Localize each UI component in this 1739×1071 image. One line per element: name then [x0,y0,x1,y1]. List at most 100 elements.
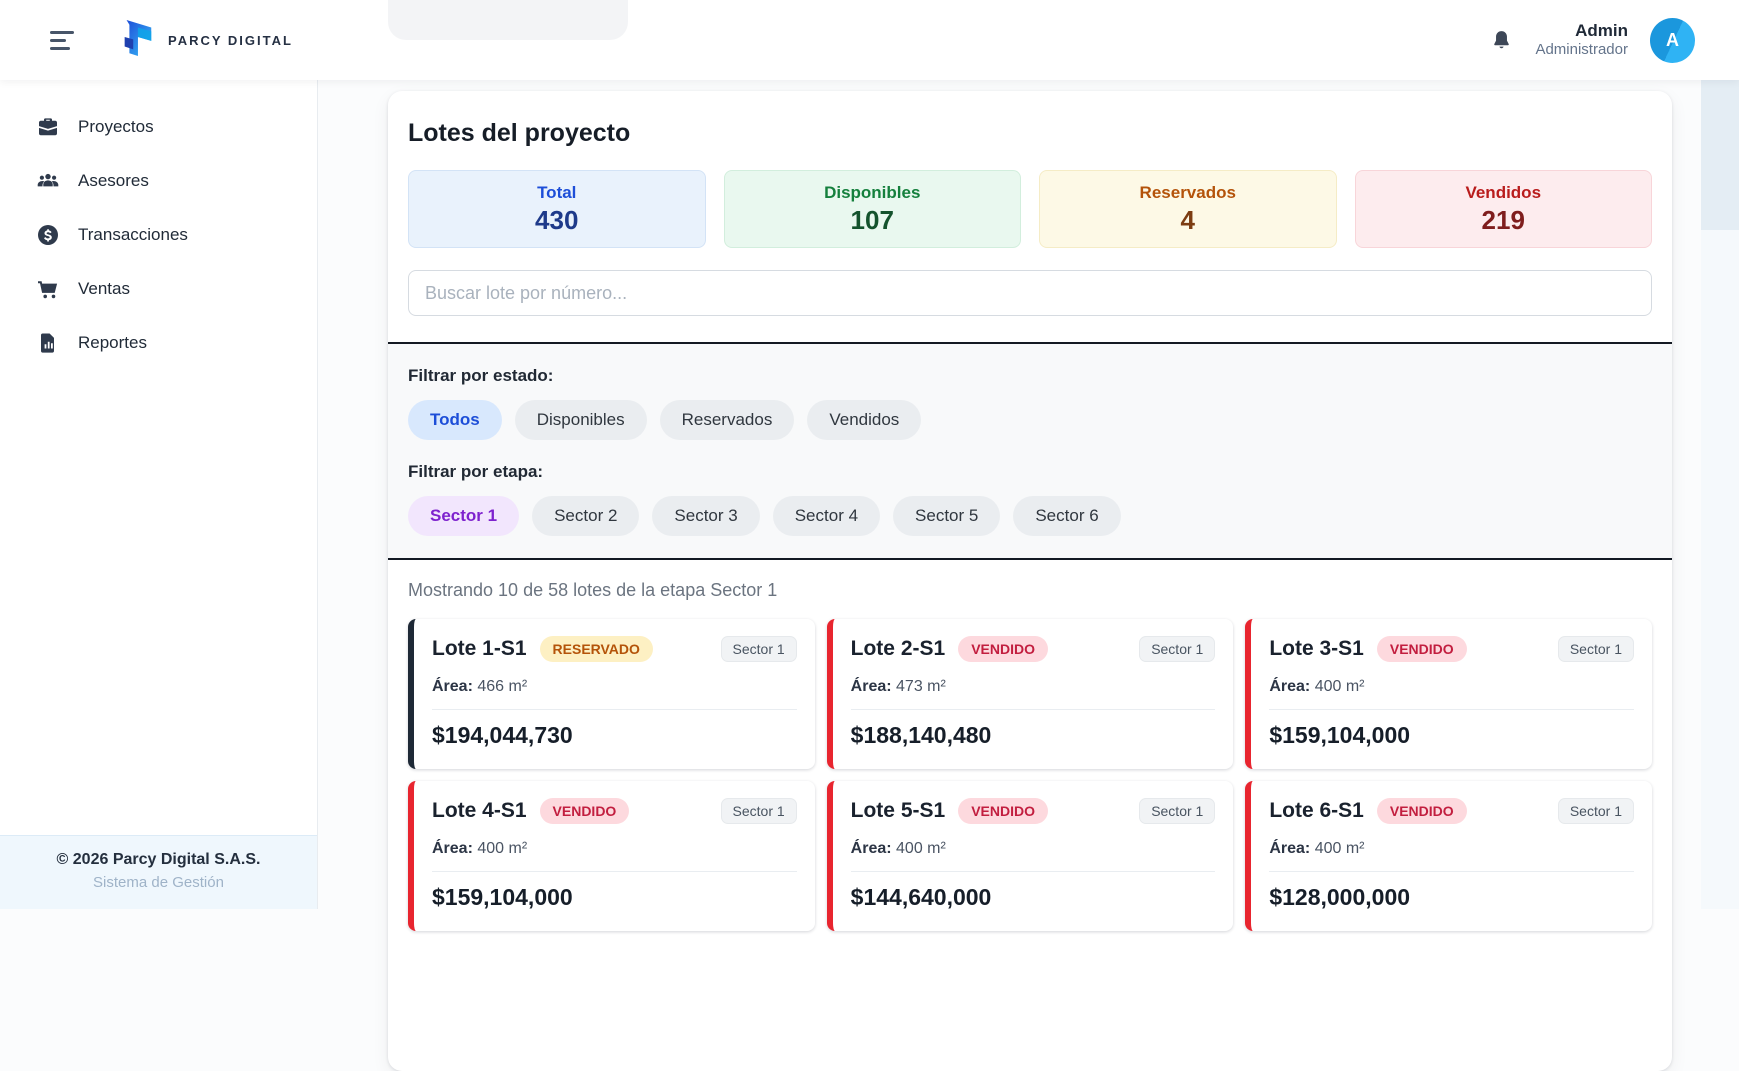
user-role: Administrador [1535,41,1628,59]
etapa-filter-sector-1[interactable]: Sector 1 [408,496,520,536]
lot-name: Lote 5-S1 [850,799,946,822]
sidebar-footer: © 2026 Parcy Digital S.A.S. Sistema de G… [0,835,317,909]
lot-status-badge: VENDIDO [1376,636,1467,662]
user-info: Admin Administrador [1535,20,1628,60]
lot-price: $159,104,000 [432,884,573,910]
lot-sector-badge: Sector 1 [1557,798,1634,824]
parcy-logo-icon [118,17,156,64]
copyright-text: © 2026 Parcy Digital S.A.S. [56,851,261,868]
lot-divider [1269,709,1634,710]
lot-price: $128,000,000 [1269,884,1411,910]
lot-sector-badge: Sector 1 [1139,636,1216,662]
lot-name: Lote 6-S1 [1269,799,1364,822]
lot-status-badge: RESERVADO [539,636,653,662]
sidebar-item-asesores[interactable]: Asesores [0,154,317,208]
sidebar-item-label: Proyectos [78,117,154,136]
stat-value: 4 [1180,204,1195,235]
estado-filter-todos[interactable]: Todos [408,400,502,440]
lot-area: Área: 466 m² [432,678,528,695]
estado-filter-group: Todos Disponibles Reservados Vendidos [408,400,1652,440]
estado-filter-reservados[interactable]: Reservados [659,400,795,440]
cart-icon [36,277,60,301]
lot-status-badge: VENDIDO [1376,798,1467,824]
system-subtitle: Sistema de Gestión [93,874,224,891]
estado-filter-label: Filtrar por estado: [408,366,554,385]
lot-area: Área: 400 m² [850,840,946,857]
etapa-filter-sector-4[interactable]: Sector 4 [772,496,881,536]
sidebar-item-ventas[interactable]: Ventas [0,262,317,316]
briefcase-icon [36,115,60,139]
stat-card-total: Total 430 [408,170,706,248]
brand-logo[interactable]: PARCY DIGITAL [118,17,293,64]
stats-row: Total 430 Disponibles 107 Reservados 4 Vendido… [408,170,1652,248]
lot-card[interactable]: Lote 1-S1 RESERVADO Sector 1 Área: 466 m² $1… [408,619,815,769]
etapa-filter-sector-6[interactable]: Sector 6 [1013,496,1121,536]
lot-price: $144,640,000 [850,884,992,910]
estado-filter-disponibles[interactable]: Disponibles [514,400,647,440]
stat-label: Reservados [1139,182,1236,202]
lot-divider [432,871,797,872]
page-title: Lotes del proyecto [408,119,631,147]
sidebar-item-label: Asesores [78,171,149,190]
stat-card-reservados: Reservados 4 [1039,170,1337,248]
lot-card[interactable]: Lote 4-S1 VENDIDO Sector 1 Área: 400 m² $159… [408,781,815,931]
lot-status-badge: VENDIDO [958,798,1048,824]
scrollbar-thumb[interactable] [1701,80,1739,230]
lot-area: Área: 400 m² [1269,678,1365,695]
notification-bell-icon[interactable] [1490,29,1513,52]
stat-label: Vendidos [1465,182,1542,202]
stat-label: Disponibles [824,182,921,202]
lot-divider [850,709,1216,710]
lot-name: Lote 4-S1 [432,799,527,822]
lot-price: $159,104,000 [1269,722,1411,748]
estado-filter-vendidos[interactable]: Vendidos [807,400,922,440]
lot-sector-badge: Sector 1 [1139,798,1216,824]
dollar-icon [36,223,60,247]
stat-value: 107 [850,204,894,235]
lots-grid: Lote 1-S1 RESERVADO Sector 1 Área: 466 m² $1… [408,619,1652,931]
lot-status-badge: VENDIDO [539,798,630,824]
etapa-filter-sector-2[interactable]: Sector 2 [532,496,640,536]
etapa-filter-sector-5[interactable]: Sector 5 [893,496,1001,536]
etapa-filter-label: Filtrar por etapa: [408,462,544,481]
lots-panel: Lotes del proyecto Total 430 Disponibles 10… [388,91,1672,1071]
lot-status-badge: VENDIDO [958,636,1048,662]
lot-sector-badge: Sector 1 [720,636,797,662]
lot-card[interactable]: Lote 2-S1 VENDIDO Sector 1 Área: 473 m² $188… [826,619,1234,769]
report-icon [36,331,60,355]
lot-sector-badge: Sector 1 [720,798,797,824]
lot-card[interactable]: Lote 5-S1 VENDIDO Sector 1 Área: 400 m² $144… [826,781,1234,931]
sidebar-item-reportes[interactable]: Reportes [0,316,317,370]
sidebar-item-transacciones[interactable]: Transacciones [0,208,317,262]
lot-name: Lote 3-S1 [1269,637,1364,660]
lot-card[interactable]: Lote 6-S1 VENDIDO Sector 1 Área: 400 m² $128… [1245,781,1652,931]
menu-toggle-icon[interactable] [50,30,76,50]
lot-card[interactable]: Lote 3-S1 VENDIDO Sector 1 Área: 400 m² $159… [1245,619,1652,769]
brand-name: PARCY DIGITAL [168,32,293,48]
stat-value: 219 [1481,204,1525,235]
lot-area: Área: 400 m² [432,840,528,857]
sidebar-item-proyectos[interactable]: Proyectos [0,100,317,154]
scrollbar[interactable] [1701,80,1739,909]
sidebar: Proyectos Asesores Transacciones Ventas Repo… [0,80,318,909]
sidebar-nav: Proyectos Asesores Transacciones Ventas Repo… [0,80,317,370]
stat-card-disponibles: Disponibles 107 [723,170,1021,248]
main-content: Lotes del proyecto Total 430 Disponibles 10… [318,80,1739,1071]
lot-price: $194,044,730 [432,722,573,748]
lot-name: Lote 2-S1 [850,637,946,660]
avatar[interactable]: A [1650,17,1695,63]
stat-value: 430 [535,204,579,235]
app-header: PARCY DIGITAL Admin Administrador A [0,0,1739,80]
etapa-filter-group: Sector 1 Sector 2 Sector 3 Sector 4 Sector 5… [408,496,1652,536]
search-input[interactable] [408,270,1652,316]
lot-area: Área: 400 m² [1269,840,1365,857]
lot-divider [1269,871,1634,872]
filter-section: Filtrar por estado: Todos Disponibles Rese… [388,342,1672,560]
lot-area: Área: 473 m² [850,678,946,695]
stat-label: Total [537,182,577,202]
sidebar-item-label: Ventas [78,279,130,298]
lot-sector-badge: Sector 1 [1557,636,1634,662]
etapa-filter-sector-3[interactable]: Sector 3 [652,496,760,536]
user-name: Admin [1575,21,1628,40]
lot-price: $188,140,480 [850,722,992,748]
